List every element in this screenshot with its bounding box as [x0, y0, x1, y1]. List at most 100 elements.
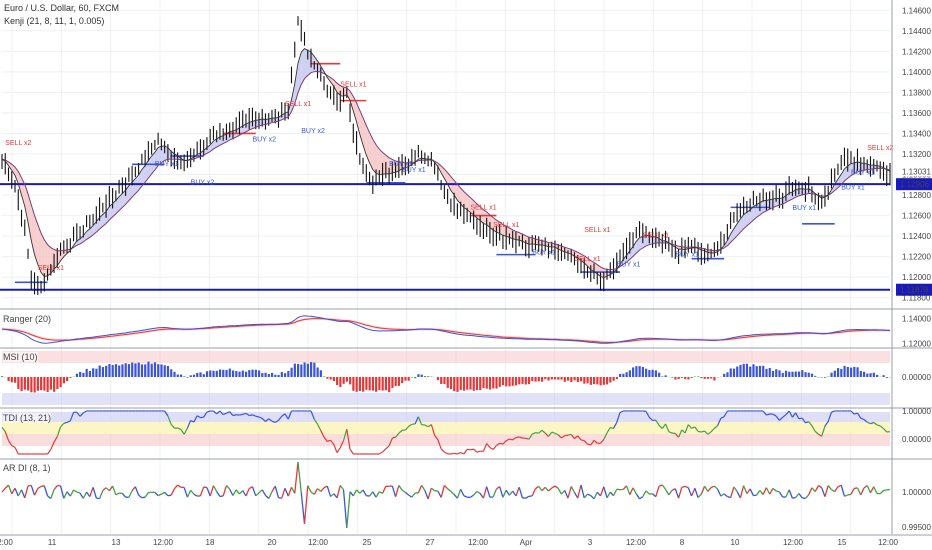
msi-bar [384, 377, 388, 391]
tdi-line [795, 412, 800, 420]
tdi-line [193, 415, 198, 423]
ardi-line [238, 490, 244, 495]
kenji-band [538, 239, 542, 245]
msi-bar [810, 373, 814, 377]
msi-bar [511, 377, 514, 386]
ardi-line [349, 491, 354, 497]
ardi-line [50, 489, 55, 499]
tdi-upper-zone [2, 412, 890, 422]
ardi-line [408, 494, 413, 498]
ardi-line [121, 493, 127, 498]
kenji-band [255, 119, 259, 128]
msi-bar [241, 370, 244, 377]
ardi-line [560, 489, 566, 495]
kenji-band [379, 149, 383, 175]
msi-bar [703, 377, 706, 379]
tdi-line [342, 429, 348, 441]
msi-bar [791, 371, 794, 377]
signal-label: BUY x1 [402, 167, 426, 174]
tdi-line [788, 410, 793, 418]
kenji-band [112, 200, 116, 217]
tdi-line [460, 451, 465, 455]
msi-bar [209, 370, 212, 377]
ardi-line [687, 487, 693, 497]
kenji-band [743, 212, 747, 229]
ardi-line [287, 487, 293, 497]
tdi-line [206, 410, 211, 413]
msi-bar [420, 374, 423, 377]
tdi-line [196, 415, 201, 419]
ardi-line [554, 485, 559, 489]
tdi-line [515, 436, 520, 439]
time-tick-label: 15 [838, 538, 847, 547]
msi-bar [66, 377, 69, 382]
ardi-line [470, 494, 475, 498]
ardi-line [330, 493, 335, 498]
ardi-line [606, 491, 611, 499]
tdi-line [606, 427, 611, 434]
msi-bar [846, 366, 849, 377]
ardi-line [775, 490, 780, 493]
ardi-line [873, 486, 878, 494]
ardi-line [804, 494, 810, 499]
msi-bar [749, 366, 752, 377]
ardi-line [339, 485, 345, 491]
kenji-band [802, 188, 806, 195]
tdi-line [50, 441, 55, 450]
msi-bar [43, 377, 46, 391]
ardi-line [297, 461, 302, 493]
ardi-line [69, 489, 75, 497]
msi-bar [462, 377, 466, 391]
tdi-line [183, 427, 188, 435]
signal-label: BUY x1 [617, 262, 641, 269]
kenji-band [506, 226, 510, 238]
tdi-line [512, 437, 517, 441]
ardi-line [798, 493, 803, 499]
ardi-line [765, 487, 771, 495]
msi-bar [121, 364, 124, 377]
tdi-line [278, 415, 283, 421]
tdi-line [249, 414, 253, 417]
ardi-line [268, 491, 273, 499]
kenji-slow-line [1, 70, 891, 271]
kenji-band [473, 200, 477, 218]
ardi-line [590, 495, 595, 500]
tdi-line [710, 427, 715, 433]
tdi-line [723, 410, 728, 417]
kenji-band [216, 136, 220, 148]
msi-bar [69, 377, 72, 379]
ardi-line [17, 489, 23, 497]
time-tick-label: 11 [48, 538, 57, 547]
ardi-line [167, 494, 172, 497]
ardi-line [128, 490, 133, 498]
tdi-line [203, 411, 208, 418]
ardi-panel-title: AR DI (8, 1) [3, 463, 51, 473]
kenji-band [857, 161, 861, 172]
ardi-line [82, 491, 88, 499]
ardi-line [460, 488, 465, 497]
ardi-line [668, 489, 673, 496]
msi-bar [446, 377, 449, 388]
ardi-line [612, 488, 618, 496]
msi-bar [706, 377, 710, 379]
msi-bar [101, 367, 105, 377]
msi-bar [300, 364, 303, 377]
msi-bar [414, 377, 417, 379]
kenji-band [109, 203, 113, 220]
kenji-band [47, 244, 51, 276]
tdi-line [404, 425, 410, 431]
ardi-line [544, 486, 549, 492]
msi-bar [651, 369, 654, 377]
msi-bar [456, 377, 459, 392]
msi-bar [521, 377, 524, 384]
ardi-line [111, 485, 117, 496]
tdi-line [8, 440, 13, 446]
msi-bar [179, 374, 183, 377]
tdi-line [574, 435, 579, 440]
kenji-band [148, 156, 152, 178]
kenji-band [639, 236, 643, 251]
msi-bar [606, 377, 609, 385]
msi-bar [345, 377, 348, 382]
ardi-line [512, 490, 517, 497]
